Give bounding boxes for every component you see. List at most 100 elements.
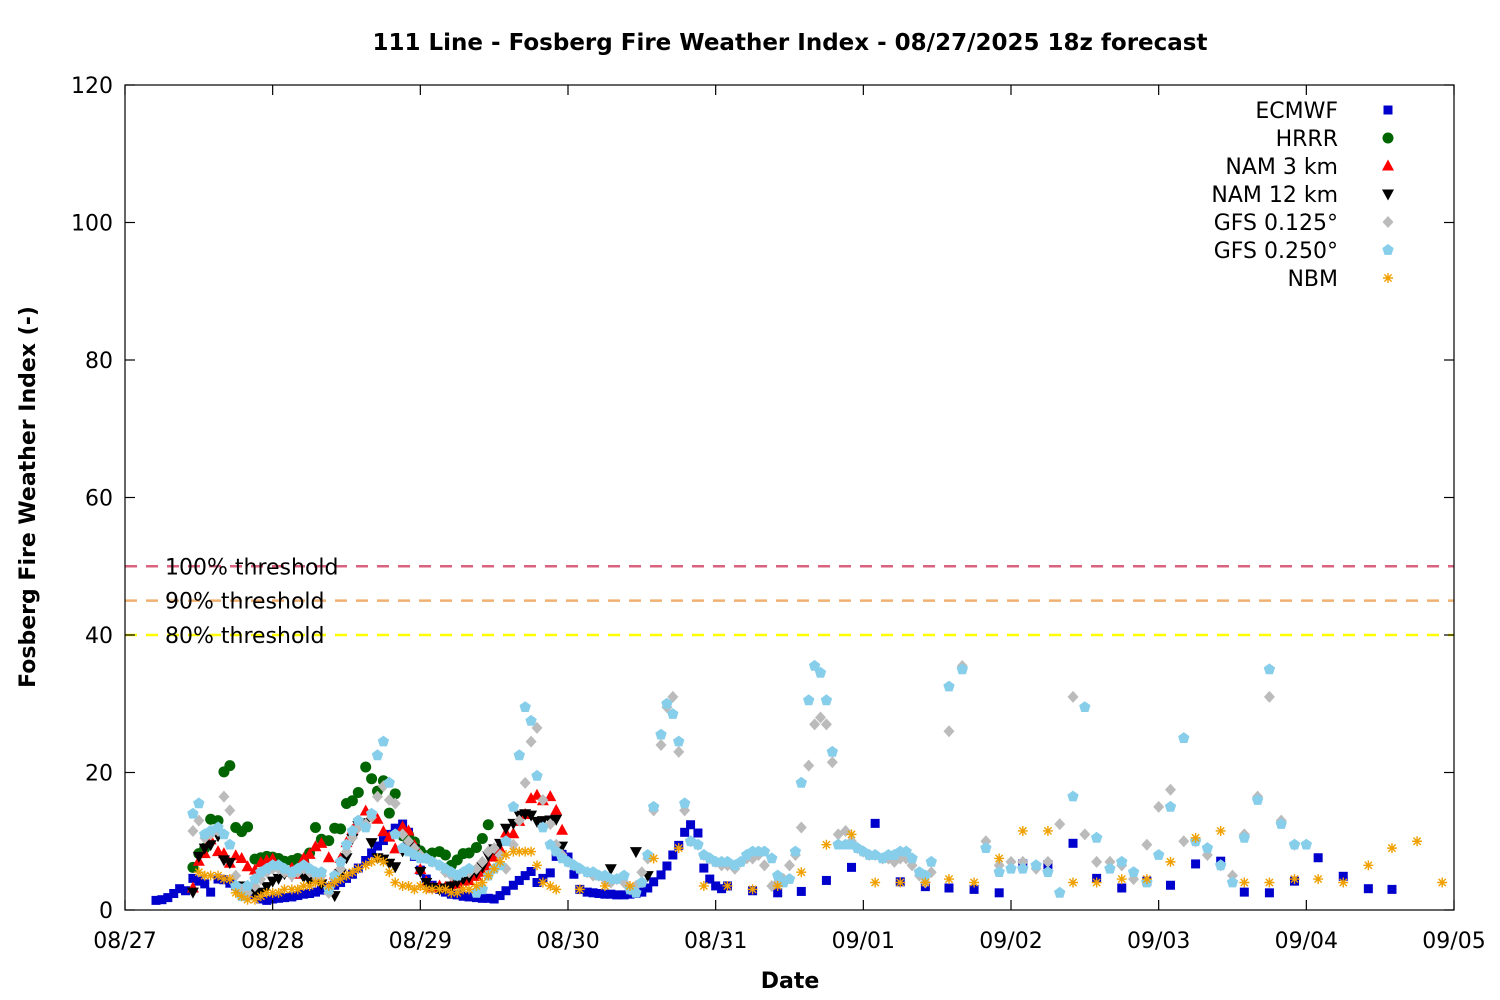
data-point xyxy=(273,887,284,898)
data-point xyxy=(403,835,415,848)
data-point xyxy=(218,874,229,885)
data-point xyxy=(310,877,321,888)
data-point xyxy=(944,883,954,893)
legend-label: NAM 3 km xyxy=(1225,155,1338,180)
data-point xyxy=(531,769,543,781)
data-point xyxy=(550,814,563,826)
data-point xyxy=(722,880,733,891)
data-point xyxy=(766,852,778,864)
data-point xyxy=(1215,859,1227,871)
data-point xyxy=(820,718,832,731)
data-point xyxy=(483,870,494,881)
data-point xyxy=(809,718,821,731)
data-point xyxy=(980,842,992,853)
data-point xyxy=(1127,866,1140,877)
x-axis-label: Date xyxy=(761,969,820,994)
data-point xyxy=(199,870,210,881)
data-point xyxy=(832,838,844,850)
data-point xyxy=(1239,887,1249,897)
data-point xyxy=(204,840,217,852)
data-point xyxy=(1164,783,1176,796)
data-point xyxy=(637,887,647,897)
legend-marker xyxy=(1382,244,1394,255)
data-point xyxy=(309,822,321,833)
data-point xyxy=(821,875,831,885)
data-point xyxy=(458,884,469,895)
data-point xyxy=(206,887,216,897)
legend-marker xyxy=(1382,189,1394,201)
data-point xyxy=(1068,877,1079,888)
data-point xyxy=(943,725,955,738)
data-point xyxy=(383,776,395,788)
data-point xyxy=(500,835,512,847)
data-point xyxy=(1386,843,1397,854)
data-point xyxy=(1067,790,1079,802)
data-point xyxy=(198,843,211,855)
y-tick-label: 0 xyxy=(99,899,113,924)
data-point xyxy=(1263,663,1276,675)
data-point xyxy=(1165,856,1176,867)
data-point xyxy=(519,776,531,789)
data-point xyxy=(686,820,696,830)
data-point xyxy=(298,880,309,891)
data-point xyxy=(175,884,185,894)
data-point xyxy=(421,884,432,895)
data-point xyxy=(366,773,378,785)
data-point xyxy=(309,840,322,852)
data-point xyxy=(895,877,906,888)
data-point xyxy=(758,845,771,857)
data-point xyxy=(1201,842,1214,853)
data-point xyxy=(537,821,549,833)
legend-label: NBM xyxy=(1287,267,1338,292)
data-point xyxy=(943,874,954,885)
data-point xyxy=(1313,874,1324,885)
data-point xyxy=(360,860,371,871)
data-point xyxy=(846,829,857,840)
data-point xyxy=(513,814,525,827)
data-point xyxy=(266,852,279,864)
data-point xyxy=(501,886,511,896)
data-point xyxy=(551,884,562,895)
data-point xyxy=(747,884,758,895)
x-tick-label: 09/04 xyxy=(1275,929,1338,954)
data-point xyxy=(803,759,815,772)
data-point xyxy=(272,873,285,885)
data-point xyxy=(389,788,401,800)
data-point xyxy=(389,797,401,810)
data-point xyxy=(218,828,230,840)
data-point xyxy=(808,659,821,671)
data-point xyxy=(157,895,167,905)
legend-label: HRRR xyxy=(1276,127,1338,152)
y-tick-label: 40 xyxy=(85,624,113,649)
data-point xyxy=(599,880,610,891)
legend-label: NAM 12 km xyxy=(1211,183,1338,208)
data-point xyxy=(550,845,562,857)
x-tick-label: 08/29 xyxy=(389,929,452,954)
data-point xyxy=(618,869,630,881)
plot-frame xyxy=(124,84,1455,911)
data-point xyxy=(378,856,389,867)
data-point xyxy=(525,735,537,748)
data-point xyxy=(711,881,721,891)
data-point xyxy=(310,887,320,897)
data-point xyxy=(943,680,955,692)
data-point xyxy=(464,884,475,895)
data-point xyxy=(1117,883,1127,893)
data-point xyxy=(1263,690,1275,703)
data-point xyxy=(1264,888,1274,898)
data-point xyxy=(673,745,685,758)
data-point xyxy=(1090,831,1103,843)
data-point xyxy=(820,694,833,706)
data-point xyxy=(477,877,488,888)
data-point xyxy=(925,855,937,867)
data-point xyxy=(514,875,524,885)
data-point xyxy=(545,868,555,878)
data-point xyxy=(994,888,1004,898)
data-point xyxy=(673,843,684,854)
legend-label: GFS 0.125° xyxy=(1214,211,1338,236)
data-point xyxy=(1363,860,1374,871)
data-point xyxy=(796,867,807,878)
data-point xyxy=(969,877,980,888)
data-point xyxy=(1178,732,1190,743)
data-point xyxy=(1091,877,1102,888)
